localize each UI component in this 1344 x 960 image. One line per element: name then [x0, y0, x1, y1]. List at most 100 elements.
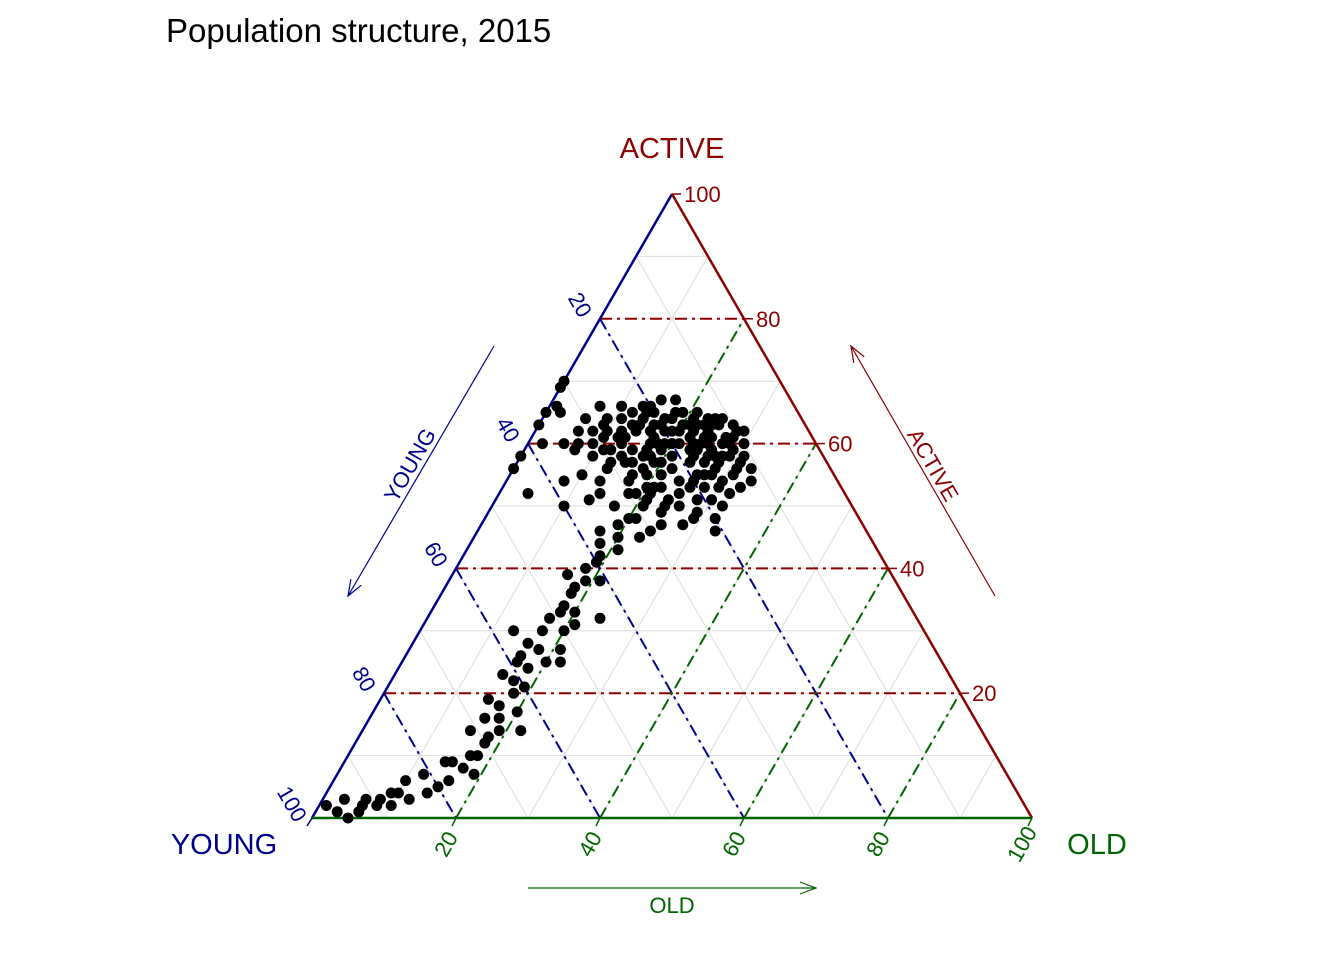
data-point [432, 781, 444, 793]
data-point [576, 469, 588, 481]
data-point [515, 450, 527, 462]
tick-label-young: 100 [272, 782, 312, 826]
data-point [724, 488, 736, 499]
data-point [745, 463, 757, 475]
data-point [565, 587, 577, 599]
data-point [497, 669, 509, 680]
tick-mark-young [522, 443, 529, 452]
minor-grid [347, 255, 997, 819]
data-point [612, 531, 624, 543]
young-axis-label: YOUNG [379, 424, 441, 506]
chart-title: Population structure, 2015 [166, 12, 552, 49]
data-point [673, 488, 685, 499]
data-point [508, 463, 520, 475]
data-point [540, 656, 552, 668]
data-point [558, 438, 570, 450]
data-point [558, 475, 570, 487]
data-point [684, 481, 696, 493]
data-point [418, 768, 430, 780]
old-axis-label: OLD [649, 893, 694, 918]
data-point [641, 406, 653, 418]
data-point [634, 531, 646, 543]
data-point [374, 793, 386, 805]
grid-line-old [815, 630, 925, 819]
data-point [626, 419, 638, 431]
tick-label-young: 20 [563, 288, 597, 322]
tick-mark-young [378, 692, 385, 702]
data-point [745, 475, 757, 487]
data-point [616, 413, 628, 425]
data-point [508, 687, 520, 699]
data-point [569, 606, 581, 618]
active-vertex-label: ACTIVE [620, 133, 725, 165]
data-point [608, 500, 620, 512]
young-vertex-label: YOUNG [171, 829, 277, 861]
data-point [670, 394, 682, 406]
data-point [587, 438, 599, 450]
data-point [554, 644, 566, 655]
data-point [569, 444, 581, 456]
data-point [580, 413, 592, 425]
ref-line-old [599, 443, 817, 819]
axis-labels: ACTIVE YOUNG OLD YOUNG ACTIVE OLD [171, 133, 1127, 918]
data-point [691, 469, 703, 481]
data-point [544, 612, 556, 624]
data-point [666, 463, 678, 475]
tick-label-old: 80 [861, 827, 895, 861]
data-point [356, 800, 368, 811]
data-point [554, 656, 566, 668]
data-point [493, 700, 505, 712]
data-point [691, 406, 703, 418]
tick-label-old: 40 [573, 827, 607, 861]
data-point [479, 712, 491, 724]
ref-line-old [455, 318, 745, 819]
data-point [709, 525, 721, 537]
data-point [594, 475, 606, 487]
data-point [601, 413, 613, 425]
data-point [706, 469, 718, 481]
data-point [688, 438, 700, 450]
tick-label-young: 60 [419, 538, 453, 572]
data-point [594, 400, 606, 412]
data-point [706, 494, 718, 506]
tick-label-active: 100 [684, 182, 721, 207]
data-point [698, 419, 710, 431]
data-point [468, 768, 480, 780]
data-point [400, 775, 412, 787]
data-point [626, 444, 638, 456]
data-point [616, 400, 628, 412]
data-point [655, 394, 667, 406]
data-point [688, 513, 700, 524]
tick-label-young: 80 [347, 662, 381, 696]
data-point [619, 456, 631, 468]
data-point [587, 450, 599, 462]
data-point [522, 637, 534, 649]
data-point [612, 519, 624, 531]
data-point [594, 612, 606, 624]
tick-label-active: 40 [900, 556, 924, 581]
data-point [670, 406, 682, 418]
data-point [713, 456, 725, 468]
tick-label-young: 40 [491, 413, 525, 447]
data-point [688, 450, 700, 462]
data-point [482, 731, 494, 743]
data-point [558, 625, 570, 637]
data-point [727, 419, 739, 431]
data-point [536, 625, 548, 637]
data-point [673, 438, 685, 450]
data-point [734, 481, 746, 493]
data-point [515, 725, 527, 737]
tick-mark-old [451, 817, 457, 827]
data-point [716, 438, 728, 450]
grid-line-old [887, 692, 961, 819]
data-point [554, 381, 566, 393]
tick-label-old: 20 [429, 827, 463, 861]
young-axis-edge [310, 193, 674, 819]
data-point [652, 438, 664, 450]
data-point [540, 406, 552, 418]
data-point [331, 806, 343, 818]
tick-label-active: 20 [972, 681, 996, 706]
data-point [554, 406, 566, 418]
tick-mark-old [595, 817, 601, 827]
tick-label-old: 60 [717, 827, 751, 861]
